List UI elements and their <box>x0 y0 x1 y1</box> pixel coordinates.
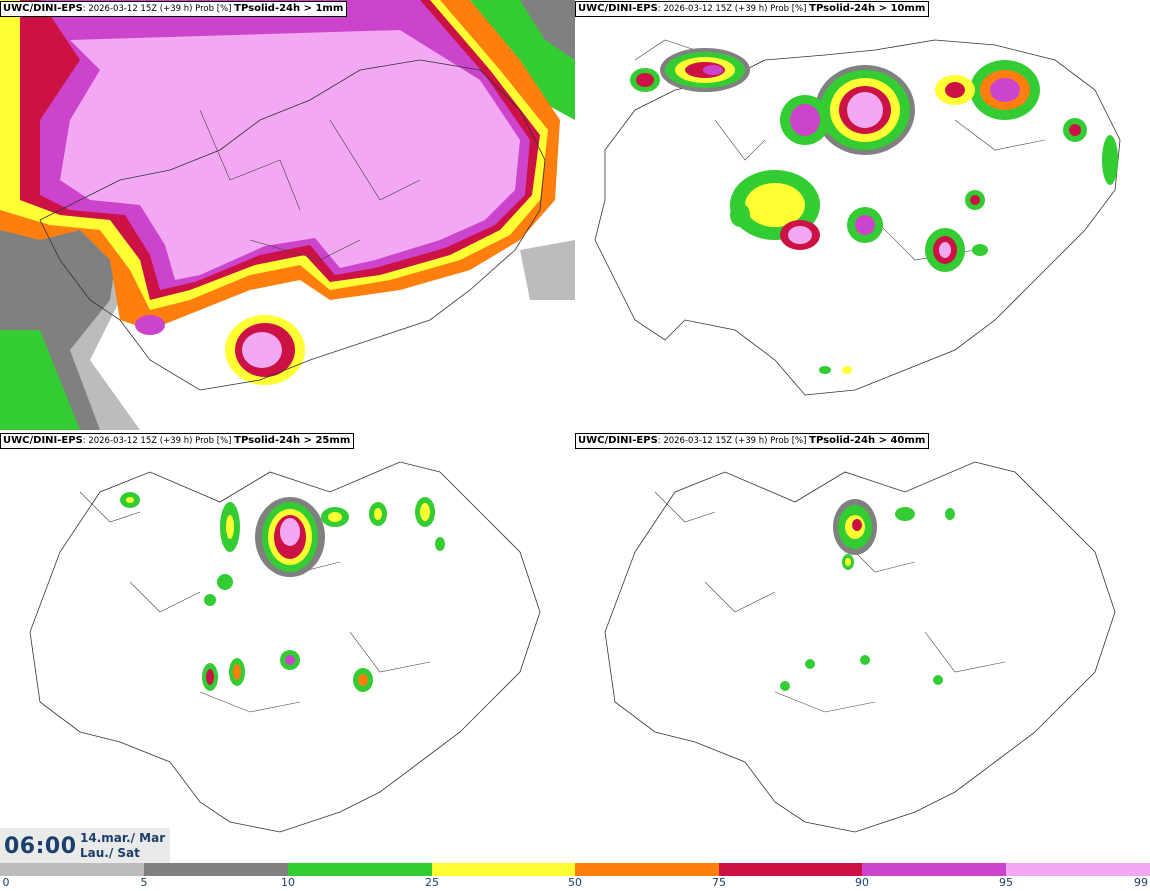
panel-title: UWC/DINI-EPS: 2026-03-12 15Z (+39 h) Pro… <box>575 433 930 449</box>
colorbar-tick-90: 90 <box>855 876 869 889</box>
parameter-threshold: TPsolid-24h > 25mm <box>234 435 351 446</box>
map-panel-1mm: UWC/DINI-EPS: 2026-03-12 15Z (+39 h) Pro… <box>0 0 575 430</box>
model-name: UWC/DINI-EPS <box>578 435 658 446</box>
valid-date-line-1: 14.mar./ Mar <box>80 831 166 845</box>
probability-map-10mm <box>575 0 1150 430</box>
colorbar-tick-50: 50 <box>568 876 582 889</box>
colorbar-segment-5-10 <box>144 863 288 876</box>
colorbar-segment-0-5 <box>0 863 144 876</box>
run-info: : 2026-03-12 15Z (+39 h) Prob [%] <box>657 436 810 446</box>
model-name: UWC/DINI-EPS <box>3 435 83 446</box>
map-panel-25mm: UWC/DINI-EPS: 2026-03-12 15Z (+39 h) Pro… <box>0 432 575 862</box>
colorbar-segment-25-50 <box>432 863 575 876</box>
probability-map-25mm <box>0 432 575 862</box>
valid-time-box: 06:00 14.mar./ Mar Lau./ Sat <box>0 828 170 864</box>
valid-time: 06:00 <box>4 834 77 859</box>
colorbar-segment-90-95 <box>862 863 1006 876</box>
run-info: : 2026-03-12 15Z (+39 h) Prob [%] <box>82 4 235 14</box>
colorbar-tick-5: 5 <box>140 876 148 889</box>
parameter-threshold: TPsolid-24h > 40mm <box>809 435 926 446</box>
colorbar-tick-0: 0 <box>2 876 10 889</box>
map-panel-40mm: UWC/DINI-EPS: 2026-03-12 15Z (+39 h) Pro… <box>575 432 1150 862</box>
colorbar-tick-25: 25 <box>425 876 439 889</box>
valid-date-line-2: Lau./ Sat <box>80 846 140 860</box>
probability-map-40mm <box>575 432 1150 862</box>
parameter-threshold: TPsolid-24h > 10mm <box>809 3 926 14</box>
probability-colorbar: 0 5 10 25 50 75 90 95 99 <box>0 863 1150 891</box>
model-name: UWC/DINI-EPS <box>3 3 83 14</box>
colorbar-segment-50-75 <box>575 863 719 876</box>
colorbar-segment-75-90 <box>719 863 862 876</box>
colorbar-tick-75: 75 <box>712 876 726 889</box>
colorbar-tick-10: 10 <box>281 876 295 889</box>
colorbar-tick-95: 95 <box>999 876 1013 889</box>
colorbar-segment-95-99 <box>1006 863 1150 876</box>
panel-title: UWC/DINI-EPS: 2026-03-12 15Z (+39 h) Pro… <box>575 1 930 17</box>
run-info: : 2026-03-12 15Z (+39 h) Prob [%] <box>82 436 235 446</box>
panel-title: UWC/DINI-EPS: 2026-03-12 15Z (+39 h) Pro… <box>0 433 355 449</box>
probability-map-1mm <box>0 0 575 430</box>
run-info: : 2026-03-12 15Z (+39 h) Prob [%] <box>657 4 810 14</box>
map-panel-10mm: UWC/DINI-EPS: 2026-03-12 15Z (+39 h) Pro… <box>575 0 1150 430</box>
parameter-threshold: TPsolid-24h > 1mm <box>234 3 344 14</box>
colorbar-segment-10-25 <box>288 863 432 876</box>
model-name: UWC/DINI-EPS <box>578 3 658 14</box>
panel-title: UWC/DINI-EPS: 2026-03-12 15Z (+39 h) Pro… <box>0 1 348 17</box>
colorbar-tick-99: 99 <box>1134 876 1148 889</box>
